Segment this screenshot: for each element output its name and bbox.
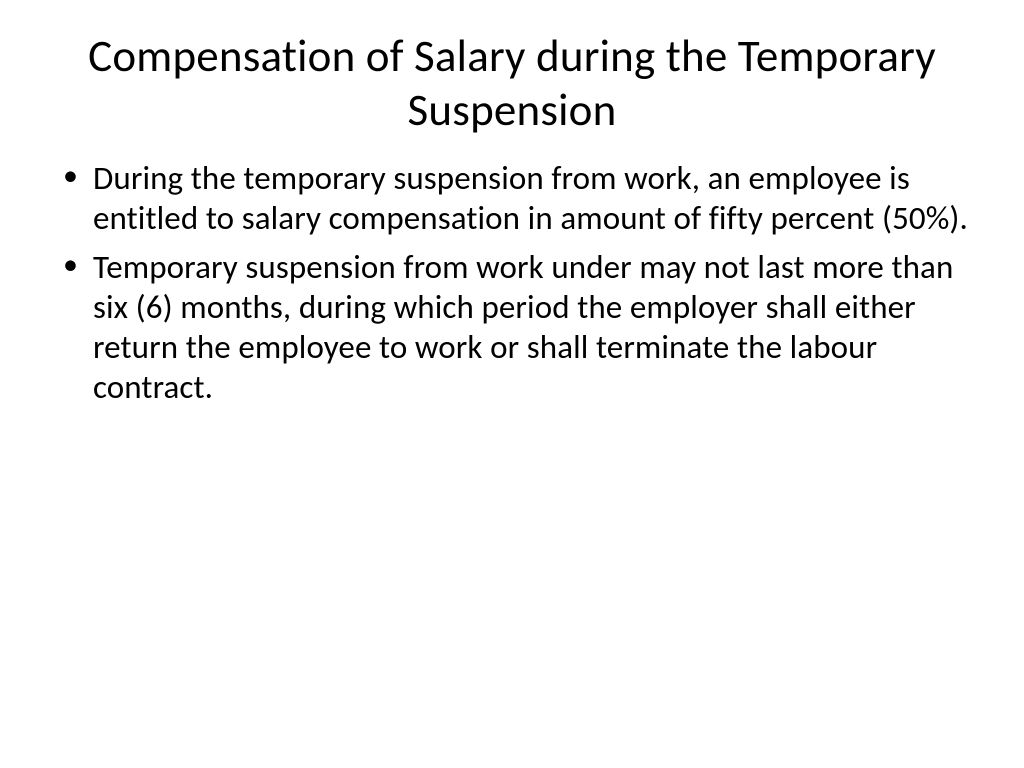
slide-title: Compensation of Salary during the Tempor…: [55, 30, 969, 138]
bullet-item: During the temporary suspension from wor…: [55, 158, 969, 239]
bullet-item: Temporary suspension from work under may…: [55, 247, 969, 408]
bullet-list: During the temporary suspension from wor…: [55, 158, 969, 408]
